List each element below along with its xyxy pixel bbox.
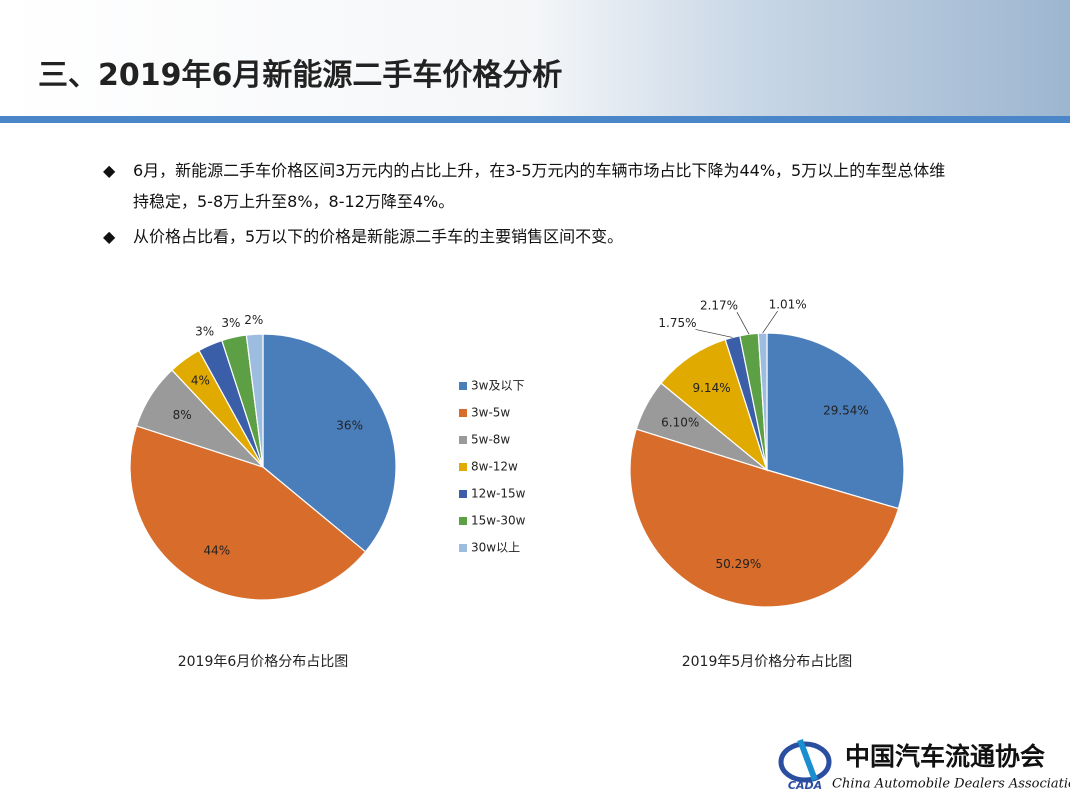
- logo-abbr: CADA: [788, 779, 822, 792]
- bullet: ◆ 6月，新能源二手车价格区间3万元内的占比上升，在3-5万元内的车辆市场占比下降…: [103, 155, 953, 217]
- legend-label: 8w-12w: [471, 460, 518, 474]
- data-label: 2%: [244, 313, 263, 327]
- legend-label: 3w-5w: [471, 406, 510, 420]
- data-label: 3%: [195, 325, 214, 339]
- data-label: 50.29%: [715, 557, 761, 571]
- data-label: 1.01%: [769, 298, 807, 312]
- pie-slice: [262, 333, 397, 553]
- pie-slice: [629, 428, 900, 608]
- legend-label: 12w-15w: [471, 487, 526, 501]
- header-rule: [0, 116, 1070, 123]
- legend-label: 5w-8w: [471, 433, 510, 447]
- data-label: 44%: [204, 543, 231, 557]
- data-label: 29.54%: [823, 403, 869, 417]
- legend-swatch: [459, 382, 467, 390]
- slide-title: 三、2019年6月新能源二手车价格分析: [38, 58, 563, 93]
- pie-slice: [766, 332, 905, 510]
- data-label: 6.10%: [661, 416, 699, 430]
- logo-name: 中国汽车流通协会: [845, 742, 1045, 771]
- data-label: 2.17%: [700, 299, 738, 313]
- bullet: ◆ 从价格占比看，5万以下的价格是新能源二手车的主要销售区间不变。: [103, 221, 953, 252]
- bullet-text: 从价格占比看，5万以下的价格是新能源二手车的主要销售区间不变。: [133, 227, 624, 246]
- leader-line: [695, 329, 733, 338]
- logo-english: China Automobile Dealers Association: [832, 777, 1070, 792]
- legend-label: 30w以上: [471, 541, 520, 555]
- data-label: 36%: [336, 419, 363, 433]
- legend-swatch: [459, 490, 467, 498]
- bullet-text: 6月，新能源二手车价格区间3万元内的占比上升，在3-5万元内的车辆市场占比下降为…: [133, 161, 946, 211]
- logo: CADA 中国汽车流通协会 China Automobile Dealers A…: [778, 738, 1070, 792]
- legend-swatch: [459, 409, 467, 417]
- data-label: 1.75%: [658, 316, 696, 330]
- pie-slice: [245, 333, 264, 468]
- header-band: [0, 0, 1070, 118]
- chart-caption: 2019年5月价格分布占比图: [682, 654, 853, 670]
- chart-caption: 2019年6月价格分布占比图: [178, 654, 349, 670]
- legend-label: 15w-30w: [471, 514, 526, 528]
- pie-slice: [660, 338, 769, 472]
- data-label: 4%: [191, 373, 210, 387]
- leader-line: [762, 310, 778, 334]
- legend-label: 3w及以下: [471, 379, 524, 393]
- legend-swatch: [459, 436, 467, 444]
- legend-swatch: [459, 517, 467, 525]
- leader-line: [736, 312, 750, 335]
- pie-slice: [757, 332, 768, 471]
- legend-swatch: [459, 463, 467, 471]
- legend-swatch: [459, 544, 467, 552]
- data-label: 3%: [221, 316, 240, 330]
- data-label: 9.14%: [692, 381, 730, 395]
- data-label: 8%: [173, 408, 192, 422]
- pie-slice: [129, 425, 367, 601]
